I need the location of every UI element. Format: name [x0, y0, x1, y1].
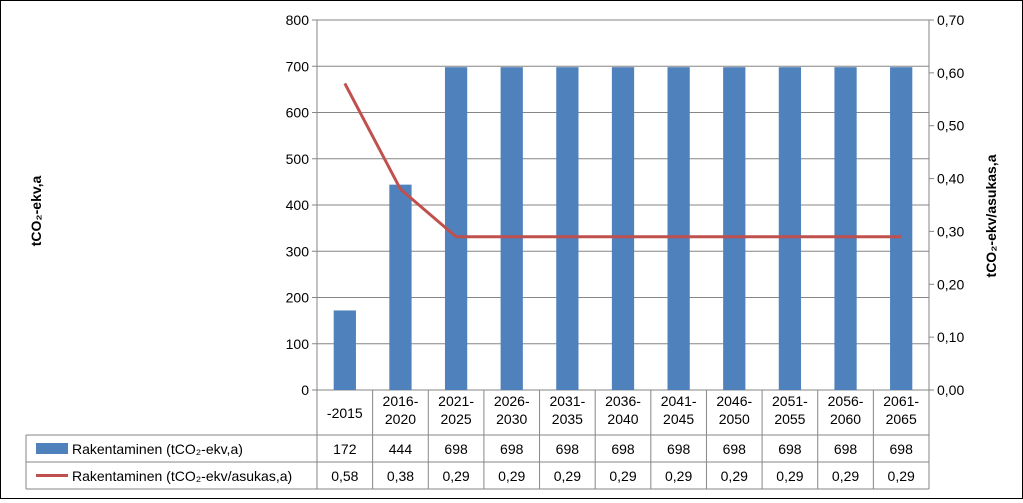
legend-key-bar: [36, 443, 68, 454]
bar: [723, 67, 746, 391]
left-tick-label: 300: [286, 243, 310, 259]
bar-value-cell: 698: [611, 441, 635, 457]
line-series: [343, 82, 902, 239]
right-tick-label: 0,30: [937, 223, 964, 239]
bar-value-cell: 698: [500, 441, 524, 457]
left-tick-label: 100: [286, 336, 310, 352]
line-value-cell: 0,29: [665, 468, 692, 484]
line-value-cell: 0,29: [888, 468, 915, 484]
category-label: 2056-2060: [828, 393, 864, 427]
line-value-cell: 0,58: [331, 468, 358, 484]
legend-label-line: Rakentaminen (tCO₂-ekv/asukas,a): [72, 468, 292, 484]
right-tick-label: 0,50: [937, 118, 964, 134]
bar-value-cell: 698: [556, 441, 580, 457]
category-label: 2031-2035: [549, 393, 585, 427]
line-value-cell: 0,29: [609, 468, 636, 484]
category-label: 2051-2055: [772, 393, 808, 427]
bar: [890, 67, 913, 391]
line-value-cell: 0,29: [498, 468, 525, 484]
left-tick-label: 400: [286, 197, 310, 213]
bar-value-cell: 444: [389, 441, 413, 457]
right-tick-label: 0,70: [937, 12, 964, 28]
bar: [444, 67, 468, 391]
category-label: 2041-2045: [661, 393, 697, 427]
bar-value-cell: 698: [778, 441, 802, 457]
bar-value-cell: 698: [667, 441, 691, 457]
bar: [667, 67, 690, 391]
line-value-cell: 0,29: [832, 468, 859, 484]
category-label: 2026-2030: [494, 393, 530, 427]
line-value-cell: 0,29: [721, 468, 748, 484]
line-value-cell: 0,29: [442, 468, 469, 484]
category-label: 2061-2065: [883, 393, 919, 427]
line-value-cell: 0,38: [387, 468, 414, 484]
right-tick-label: 0,60: [937, 65, 964, 81]
bar-value-cell: 698: [890, 441, 914, 457]
left-tick-label: 0: [301, 382, 309, 398]
right-tick-label: 0,10: [937, 329, 964, 345]
bar: [333, 310, 356, 390]
line-value-cell: 0,29: [554, 468, 581, 484]
left-tick-label: 700: [286, 58, 310, 74]
left-tick-label: 500: [286, 151, 310, 167]
series-line: [343, 82, 902, 239]
bar: [778, 67, 802, 391]
bar-value-cell: 698: [834, 441, 858, 457]
right-tick-label: 0,40: [937, 171, 964, 187]
category-label: 2036-2040: [605, 393, 641, 427]
category-label: -2015: [327, 405, 363, 421]
bar: [500, 67, 523, 391]
bar: [611, 67, 635, 391]
bar-value-cell: 172: [333, 441, 357, 457]
right-tick-label: 0,20: [937, 276, 964, 292]
left-tick-label: 200: [286, 290, 310, 306]
left-y-axis-title: tCO₂-ekv,a: [28, 176, 44, 247]
bar: [834, 67, 857, 391]
bar-value-cell: 698: [444, 441, 468, 457]
left-y-axis-ticks: 0 100 200 300 400 500 600 700 800: [286, 12, 317, 398]
bar: [389, 184, 412, 390]
right-y-axis-title: tCO₂-ekv/asukas,a: [983, 154, 999, 277]
category-label: 2016-2020: [383, 393, 419, 427]
bar: [556, 67, 579, 391]
left-tick-label: 600: [286, 105, 310, 121]
line-value-cell: 0,29: [776, 468, 803, 484]
right-tick-label: 0,00: [937, 382, 964, 398]
data-table: -2015 2016-2020 2021-2025 2026-2030 2031-203…: [25, 390, 930, 490]
bar-series: [333, 67, 913, 391]
bar-value-cell: 698: [723, 441, 747, 457]
legend-label-bar: Rakentaminen (tCO₂-ekv,a): [72, 441, 243, 457]
category-label: 2046-2050: [716, 393, 752, 427]
category-label: 2021-2025: [438, 393, 474, 427]
right-y-axis-ticks: 0,00 0,10 0,20 0,30 0,40 0,50 0,60 0,70: [929, 12, 964, 398]
left-tick-label: 800: [286, 12, 310, 28]
